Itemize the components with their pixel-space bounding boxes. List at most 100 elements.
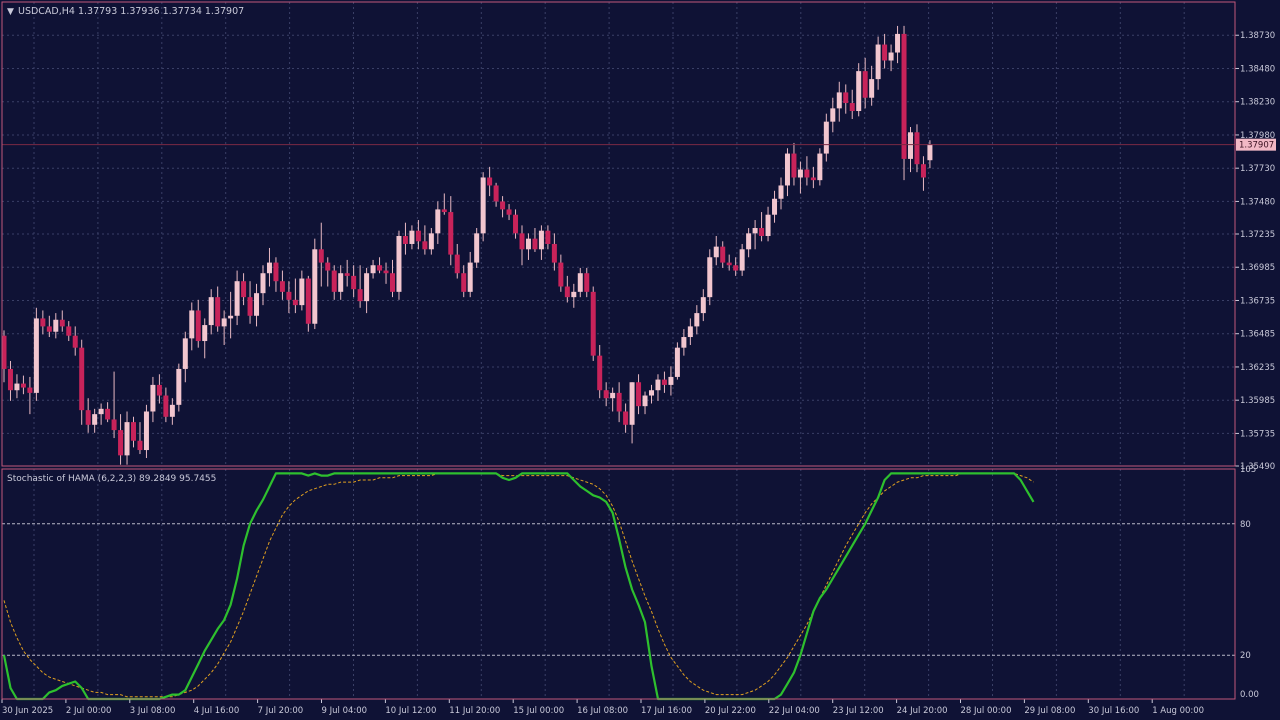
candle	[908, 126, 913, 173]
stoch-tick-label: 105	[1240, 465, 1256, 475]
stochastic-axis: 105 80 20 0.00	[1240, 465, 1259, 700]
stoch-tick-label: 20	[1240, 651, 1251, 661]
stochastic-panel-title: Stochastic of HAMA (6,2,2,3) 89.2849 95.…	[7, 474, 216, 484]
candle	[525, 233, 531, 260]
candle	[441, 193, 447, 215]
candle	[292, 278, 298, 314]
candle-body-bear	[461, 273, 467, 292]
candle-body-bull	[927, 144, 933, 161]
title-dropdown-icon[interactable]: ▼	[7, 7, 14, 17]
candle-body-bull	[895, 33, 901, 53]
time-tick-label: 16 Jul 08:00	[577, 706, 628, 716]
candle	[357, 265, 363, 308]
candle	[312, 238, 318, 330]
candle-body-bull	[700, 297, 706, 314]
candle	[869, 65, 875, 106]
candle-body-bull	[577, 273, 583, 292]
candle-body-bull	[784, 153, 790, 186]
candle	[234, 270, 240, 326]
candle-body-bull	[312, 249, 318, 324]
candle-body-bull	[571, 291, 577, 298]
candle-body-bull	[221, 318, 227, 327]
candle	[772, 190, 778, 223]
candle-body-bull	[642, 395, 648, 407]
candle	[649, 384, 654, 404]
candle	[247, 281, 253, 324]
candle	[111, 371, 117, 439]
candle-body-bear	[454, 254, 460, 274]
candle-body-bear	[215, 297, 221, 327]
candle	[273, 257, 279, 292]
candle-body-bear	[551, 243, 557, 263]
candle-body-bull	[694, 313, 700, 327]
candle-body-bull	[649, 390, 654, 396]
candle-body-bear	[804, 169, 810, 178]
candle	[571, 283, 577, 308]
candle	[603, 382, 609, 407]
candle-body-bull	[746, 233, 752, 250]
candle	[545, 225, 551, 250]
candle	[629, 382, 635, 444]
candle	[590, 286, 596, 361]
candle-body-bull	[299, 278, 305, 306]
candle-body-bear	[849, 103, 855, 112]
candle-body-bear	[59, 319, 65, 327]
candle	[532, 228, 538, 252]
candle	[577, 267, 583, 298]
candle-body-bull	[888, 52, 894, 61]
candle	[849, 89, 855, 119]
candle	[797, 161, 803, 194]
candle-body-bear	[27, 387, 33, 393]
candle	[415, 220, 421, 250]
candle-body-bear	[377, 265, 383, 271]
candle	[318, 222, 324, 287]
candle-body-bear	[118, 430, 124, 456]
candle-body-bear	[195, 310, 201, 342]
candle-body-bear	[273, 262, 279, 282]
candle-body-bull	[752, 228, 758, 234]
candle-body-bear	[79, 347, 85, 411]
candle-body-bear	[111, 419, 117, 431]
candle-body-bull	[668, 376, 674, 385]
candle	[59, 310, 65, 332]
price-tick-label: 1.37980	[1240, 131, 1275, 141]
candle-body-bear	[279, 281, 285, 292]
candle-body-bear	[305, 278, 311, 324]
candle-body-bear	[422, 241, 428, 250]
candle	[131, 416, 136, 448]
time-tick-label: 30 Jul 16:00	[1088, 706, 1139, 716]
candle-body-bull	[707, 257, 713, 298]
price-panel-frame	[1, 1, 1236, 467]
candle-body-bull	[772, 198, 778, 215]
candle	[817, 148, 823, 186]
candle	[875, 36, 881, 90]
candle	[364, 267, 370, 314]
candle-body-bear	[66, 326, 72, 336]
candle	[454, 243, 460, 279]
candle-body-bull	[234, 281, 240, 316]
candle	[14, 374, 20, 399]
candle	[778, 177, 784, 210]
candle	[40, 310, 46, 335]
candle-body-bear	[325, 262, 331, 271]
candle-body-bear	[390, 273, 395, 292]
time-tick-label: 4 Jul 16:00	[194, 706, 240, 716]
candle	[597, 345, 603, 399]
candle-body-bull	[739, 249, 745, 271]
candle	[279, 270, 285, 300]
candle	[584, 267, 590, 298]
candle-body-bull	[467, 262, 473, 292]
candle-body-bear	[487, 177, 493, 186]
candle-body-bear	[85, 410, 91, 425]
candle	[661, 371, 667, 393]
time-tick-label: 9 Jul 04:00	[322, 706, 368, 716]
candle-body-bull	[338, 273, 344, 292]
candle	[707, 249, 713, 306]
candle	[189, 302, 195, 351]
candle	[92, 408, 98, 433]
time-tick-label: 11 Jul 20:00	[449, 706, 500, 716]
candle	[914, 124, 920, 173]
price-tick-label: 1.35985	[1240, 396, 1275, 406]
candle-body-bear	[46, 326, 52, 332]
